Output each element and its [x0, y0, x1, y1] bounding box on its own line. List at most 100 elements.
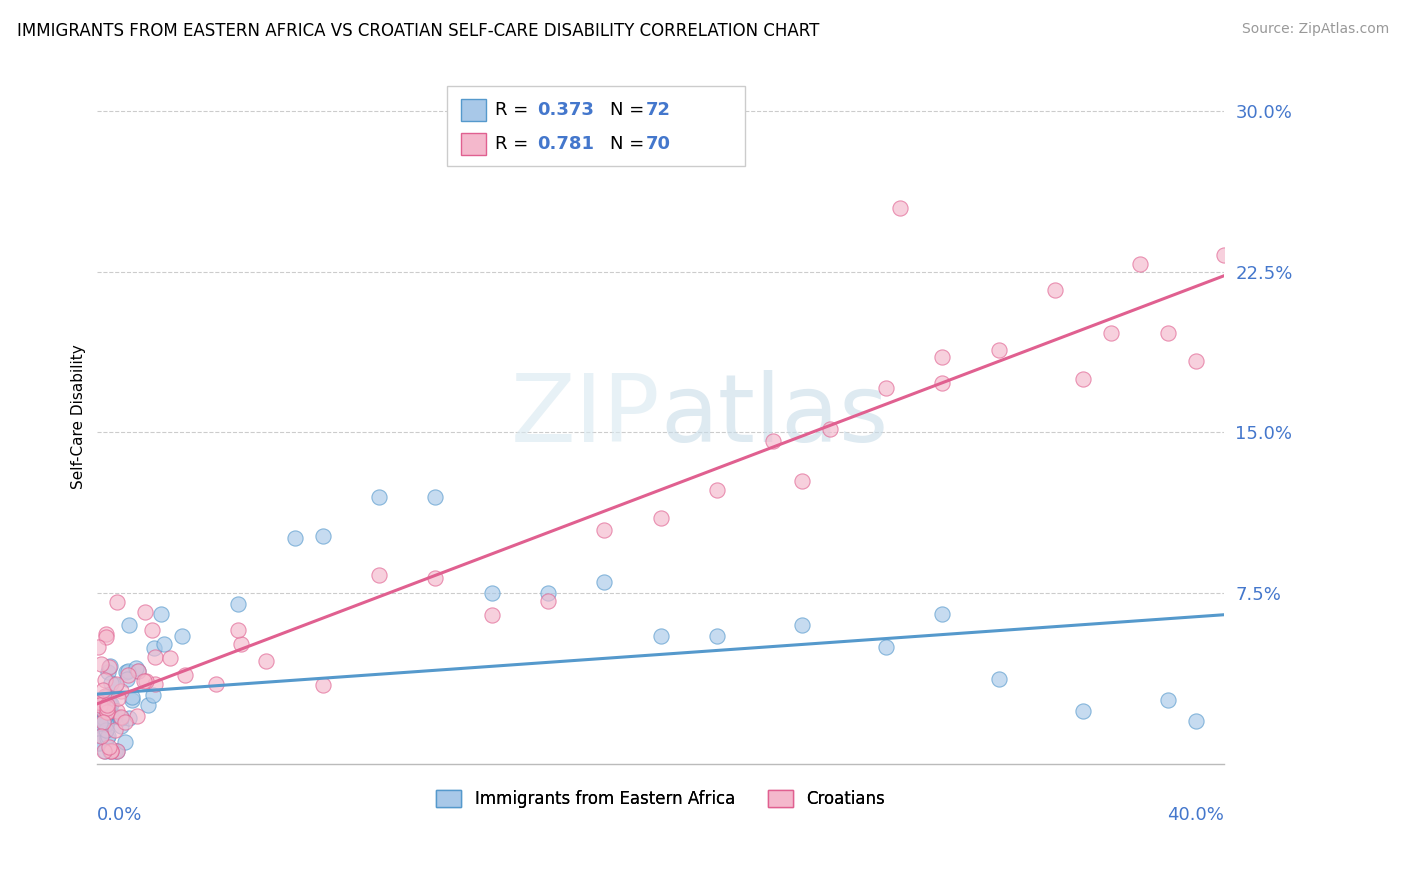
Text: 0.0%: 0.0%: [97, 806, 143, 824]
Point: [94, 627, 117, 641]
Point: [152, 637, 174, 651]
Point: [143, 676, 166, 690]
Point: [93, 722, 115, 736]
Point: [142, 688, 165, 702]
Point: [1157, 326, 1180, 341]
Point: [931, 376, 953, 390]
Point: [1043, 283, 1066, 297]
Point: [98, 739, 121, 754]
Point: [90, 693, 112, 707]
Point: [1185, 353, 1208, 368]
Point: [425, 490, 447, 504]
Point: [97, 729, 120, 743]
Point: [96, 700, 118, 714]
FancyBboxPatch shape: [447, 86, 745, 166]
Point: [1213, 248, 1236, 262]
Point: [87, 711, 110, 725]
Point: [94, 705, 117, 719]
Point: [96, 731, 118, 746]
Point: [114, 665, 136, 679]
Point: [94, 690, 117, 704]
Point: [204, 677, 226, 691]
Point: [87, 695, 110, 709]
Point: [107, 691, 129, 706]
Point: [1071, 372, 1094, 386]
Point: [987, 343, 1010, 357]
Point: [121, 690, 143, 704]
Point: [231, 637, 253, 651]
Text: Source: ZipAtlas.com: Source: ZipAtlas.com: [1241, 22, 1389, 37]
Point: [121, 693, 143, 707]
Point: [107, 595, 129, 609]
Point: [368, 568, 391, 582]
Point: [98, 698, 121, 712]
Point: [593, 575, 616, 590]
Point: [110, 711, 132, 725]
Point: [127, 709, 149, 723]
Point: [96, 698, 118, 712]
Point: [97, 699, 120, 714]
Text: N =: N =: [610, 102, 650, 120]
Point: [87, 729, 110, 743]
Point: [98, 705, 121, 719]
Point: [93, 716, 115, 731]
FancyBboxPatch shape: [461, 133, 486, 155]
Point: [93, 711, 115, 725]
Point: [1129, 257, 1152, 271]
Point: [97, 660, 120, 674]
Point: [143, 649, 166, 664]
Point: [1099, 326, 1122, 341]
Text: N =: N =: [610, 135, 650, 153]
Point: [889, 201, 911, 215]
Point: [96, 690, 118, 704]
Point: [110, 684, 132, 698]
Point: [87, 640, 110, 654]
Point: [125, 661, 148, 675]
Point: [931, 607, 953, 622]
Point: [650, 511, 672, 525]
Point: [97, 695, 120, 709]
Point: [96, 665, 118, 679]
Point: [650, 629, 672, 643]
Point: [762, 434, 785, 448]
Point: [1071, 704, 1094, 718]
Point: [93, 744, 115, 758]
Point: [481, 586, 503, 600]
Point: [104, 723, 127, 737]
Point: [706, 483, 728, 497]
Point: [481, 607, 503, 622]
Point: [127, 665, 149, 679]
Point: [89, 735, 111, 749]
Point: [91, 715, 114, 730]
Point: [136, 698, 159, 713]
Point: [537, 594, 560, 608]
Point: [987, 672, 1010, 686]
Point: [114, 715, 136, 730]
Text: 40.0%: 40.0%: [1167, 806, 1225, 824]
Point: [94, 673, 117, 687]
Point: [104, 744, 127, 758]
Point: [89, 715, 111, 730]
Point: [87, 717, 110, 731]
Point: [87, 715, 110, 730]
Point: [174, 667, 197, 681]
Point: [100, 744, 122, 758]
Point: [117, 664, 139, 678]
Point: [94, 710, 117, 724]
Point: [100, 744, 122, 758]
Point: [91, 683, 114, 698]
Point: [593, 523, 616, 537]
Point: [134, 605, 156, 619]
Point: [226, 597, 249, 611]
Point: [94, 723, 117, 738]
Text: R =: R =: [495, 135, 534, 153]
Point: [875, 381, 897, 395]
Point: [90, 711, 112, 725]
Text: 0.781: 0.781: [537, 135, 593, 153]
Point: [100, 676, 122, 690]
Point: [1157, 693, 1180, 707]
Point: [114, 735, 136, 749]
Point: [90, 696, 112, 710]
Point: [89, 698, 111, 712]
Point: [87, 695, 110, 709]
